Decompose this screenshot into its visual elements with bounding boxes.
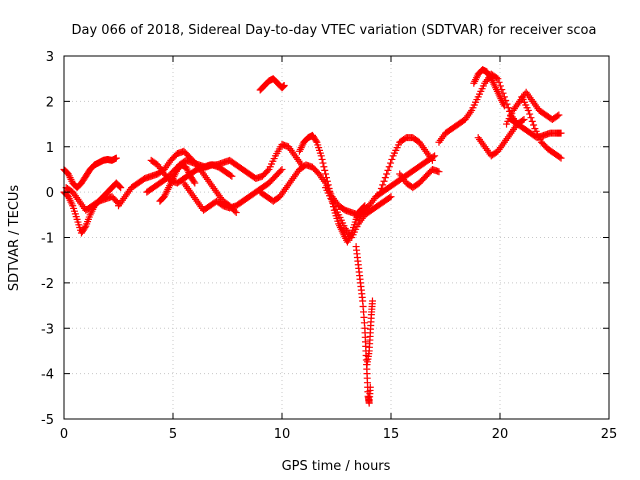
- series-trace-o: [363, 297, 376, 369]
- x-axis-label: GPS time / hours: [282, 459, 391, 474]
- plus-marker: [322, 174, 330, 182]
- series-trace-k: [256, 161, 369, 219]
- y-tick-label: -3: [41, 322, 54, 337]
- plus-marker: [555, 111, 563, 119]
- plus-marker: [228, 172, 236, 180]
- plus-marker: [504, 104, 512, 112]
- y-tick-label: -4: [41, 368, 54, 383]
- plus-marker: [191, 179, 199, 187]
- y-tick-label: 1: [46, 141, 54, 156]
- series-trace-r: [396, 165, 443, 192]
- series-trace-b: [60, 179, 125, 237]
- plus-marker: [520, 116, 528, 124]
- y-tick-label: 2: [46, 95, 54, 110]
- data-markers: [60, 66, 565, 407]
- plus-marker: [277, 167, 285, 175]
- series-trace-v: [503, 88, 563, 128]
- plus-marker: [117, 184, 125, 192]
- plus-marker: [386, 194, 394, 202]
- axis-tick-labels: 0 5 10 15 20 25 -5 -4 -3 -2 -1 0 1 2 3: [41, 50, 617, 442]
- plus-marker: [317, 152, 325, 160]
- plus-marker: [494, 75, 502, 83]
- plus-marker: [232, 209, 240, 217]
- plus-marker: [190, 178, 198, 186]
- y-axis-label: SDTVAR / TECUs: [7, 185, 22, 292]
- plus-marker: [320, 163, 328, 171]
- plus-marker: [384, 166, 392, 174]
- plus-marker: [530, 121, 538, 129]
- plus-marker: [227, 171, 235, 179]
- series-trace-m: [322, 184, 395, 241]
- plus-marker: [323, 177, 331, 185]
- series-trace-w: [507, 116, 565, 142]
- y-tick-label: 3: [46, 50, 54, 65]
- plus-marker: [383, 170, 391, 178]
- series-trace-u: [474, 120, 521, 160]
- series-trace-p: [352, 152, 439, 219]
- plus-marker: [380, 177, 388, 185]
- plus-marker: [519, 116, 527, 124]
- x-tick-label: 20: [492, 427, 509, 442]
- plus-marker: [321, 166, 329, 174]
- plus-marker: [388, 155, 396, 163]
- plus-marker: [385, 163, 393, 171]
- series-trace-i: [213, 140, 306, 183]
- plus-marker: [435, 168, 443, 176]
- plus-marker: [312, 137, 320, 145]
- series-trace-j: [256, 75, 288, 94]
- plus-marker: [379, 181, 387, 189]
- y-tick-label: -5: [41, 413, 54, 428]
- plus-marker: [556, 153, 564, 161]
- series-trace-g: [156, 161, 199, 205]
- plus-marker: [112, 154, 120, 162]
- series-trace-x: [518, 93, 565, 162]
- plus-marker: [495, 78, 503, 86]
- y-tick-label: -2: [41, 277, 54, 292]
- x-tick-label: 0: [60, 427, 68, 442]
- x-tick-label: 25: [601, 427, 618, 442]
- series-trace-s: [435, 70, 528, 146]
- axis-ticks: [63, 55, 610, 420]
- grid-lines: [64, 56, 609, 419]
- plus-marker: [500, 102, 508, 110]
- plus-marker: [377, 184, 385, 192]
- plus-marker: [366, 383, 374, 391]
- plus-marker: [493, 74, 501, 82]
- x-tick-label: 5: [169, 427, 177, 442]
- plus-marker: [368, 297, 376, 305]
- plus-marker: [318, 155, 326, 163]
- plus-marker: [81, 224, 89, 232]
- plus-marker: [557, 154, 565, 162]
- plus-marker: [116, 183, 124, 191]
- plus-marker: [322, 170, 330, 178]
- plus-marker: [528, 117, 536, 125]
- series-trace-n: [352, 243, 374, 407]
- plus-marker: [526, 110, 534, 118]
- chart-title: Day 066 of 2018, Sidereal Day-to-day VTE…: [72, 23, 597, 38]
- plus-marker: [319, 159, 327, 167]
- x-tick-label: 10: [274, 427, 291, 442]
- plus-marker: [387, 159, 395, 167]
- series-trace-h: [180, 165, 286, 214]
- y-tick-label: 0: [46, 186, 54, 201]
- plus-marker: [264, 167, 272, 175]
- series-trace-a: [60, 154, 120, 192]
- series-trace-t: [470, 66, 508, 110]
- plus-marker: [554, 112, 562, 120]
- y-tick-label: -1: [41, 232, 54, 247]
- series-trace-q: [376, 134, 436, 196]
- plus-marker: [557, 129, 565, 137]
- plus-marker: [387, 193, 395, 201]
- x-tick-label: 15: [383, 427, 400, 442]
- plus-marker: [527, 114, 535, 122]
- plus-marker: [381, 174, 389, 182]
- plus-marker: [428, 156, 436, 164]
- plus-marker: [280, 81, 288, 89]
- plus-marker: [278, 165, 286, 173]
- plus-marker: [524, 106, 532, 114]
- plus-marker: [376, 188, 384, 196]
